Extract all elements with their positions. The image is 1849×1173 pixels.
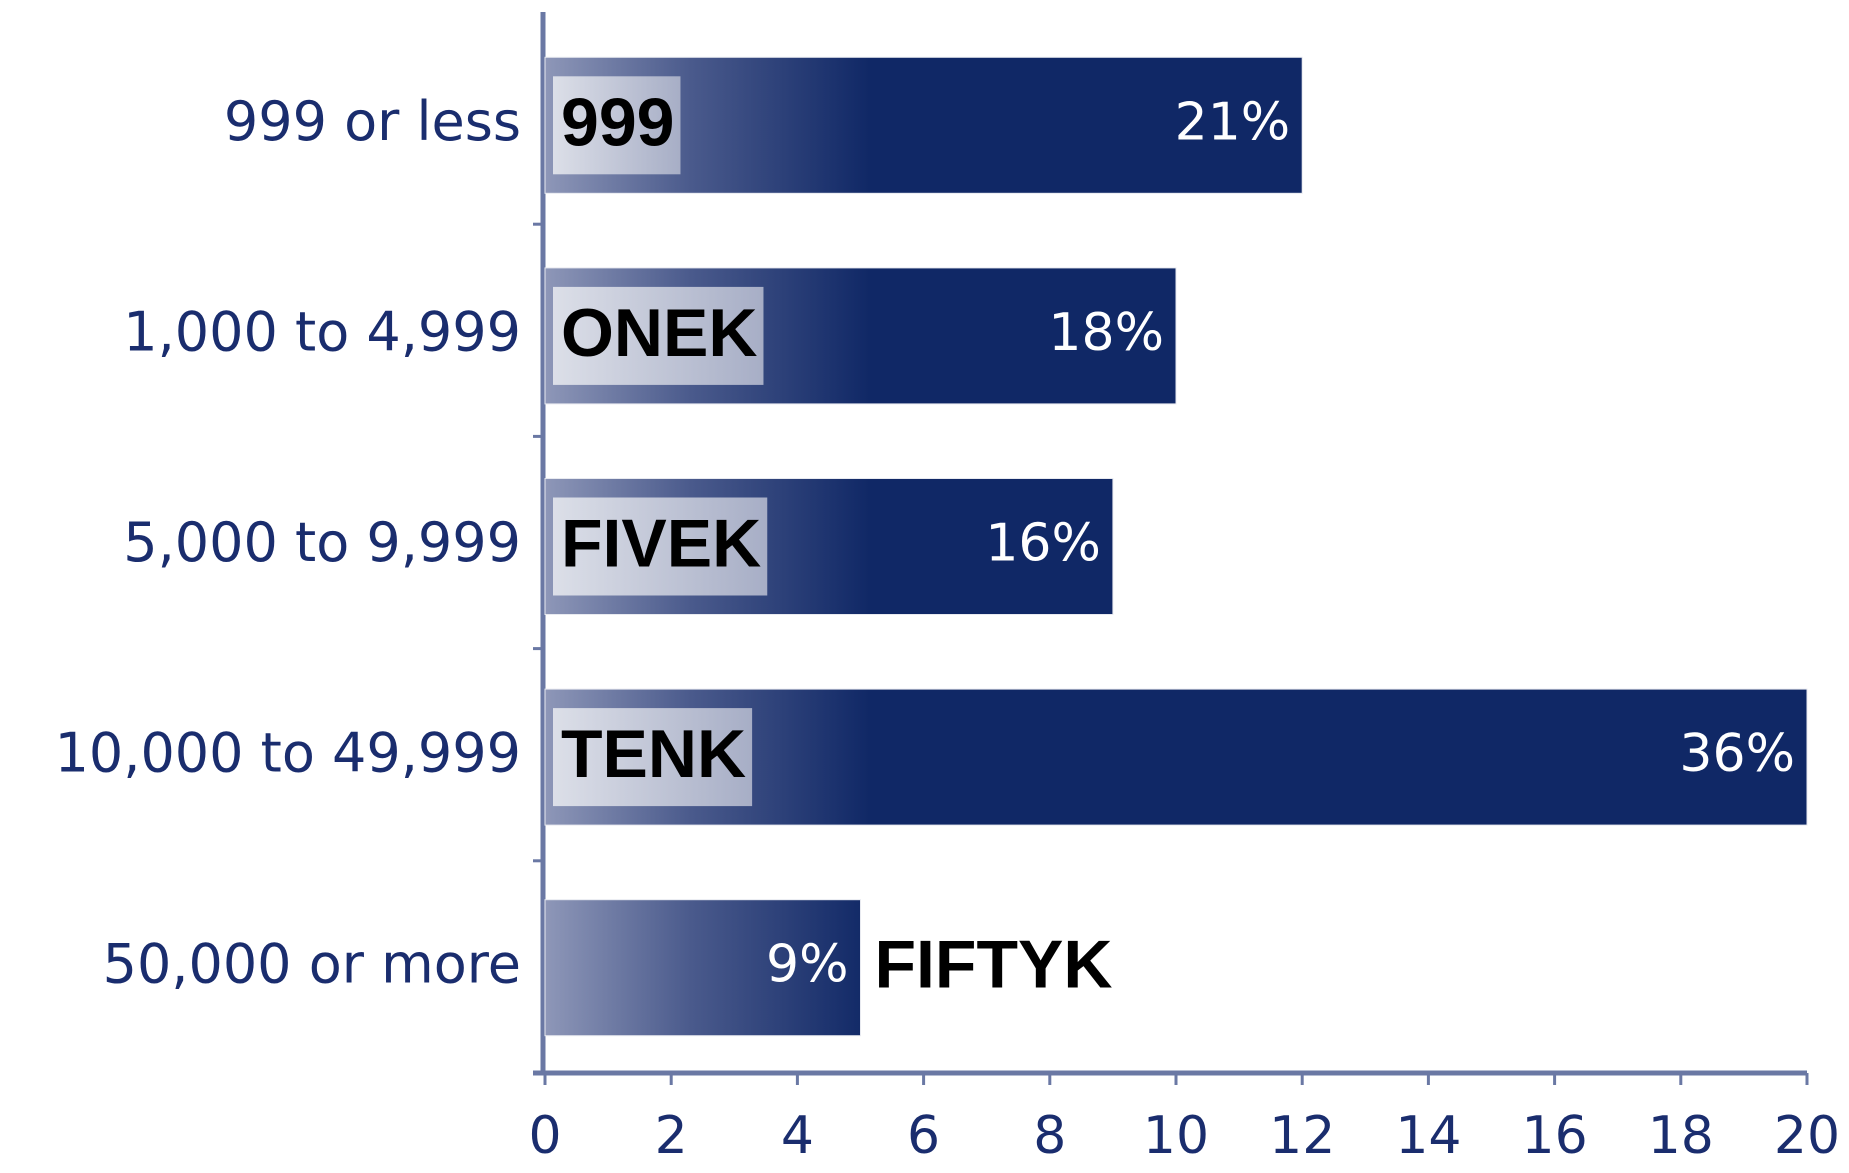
x-tick-label: 0 [528,1106,561,1166]
percent-label: 36% [1679,724,1795,784]
x-tick-label: 10 [1143,1106,1209,1166]
x-tick-label: 4 [781,1106,814,1166]
x-tick-label: 6 [907,1106,940,1166]
percent-label: 21% [1175,92,1291,152]
bar [544,688,1808,826]
box-label-bg [553,76,681,175]
box-label: 999 [561,84,674,160]
bar [544,899,861,1037]
box-label-bg [553,708,753,807]
percent-label: 9% [766,935,849,995]
category-label: 10,000 to 49,999 [55,722,521,785]
box-label: FIVEK [561,505,761,581]
category-label: 5,000 to 9,999 [123,511,521,574]
x-tick-label: 8 [1033,1106,1066,1166]
category-label: 50,000 or more [103,932,521,995]
x-tick-label: 20 [1774,1106,1840,1166]
box-label-bg [553,497,768,596]
box-label: TENK [561,716,746,792]
box-label: FIFTYK [875,927,1113,1003]
box-label-bg [553,286,764,385]
percent-label: 16% [985,514,1101,574]
x-tick-label: 18 [1648,1106,1714,1166]
box-label: ONEK [561,295,757,371]
category-label: 999 or less [224,90,521,153]
x-tick-label: 12 [1269,1106,1335,1166]
category-label: 1,000 to 4,999 [123,301,521,364]
x-tick-label: 16 [1522,1106,1588,1166]
x-tick-label: 2 [655,1106,688,1166]
x-tick-label: 14 [1395,1106,1461,1166]
percent-label: 18% [1048,303,1164,363]
